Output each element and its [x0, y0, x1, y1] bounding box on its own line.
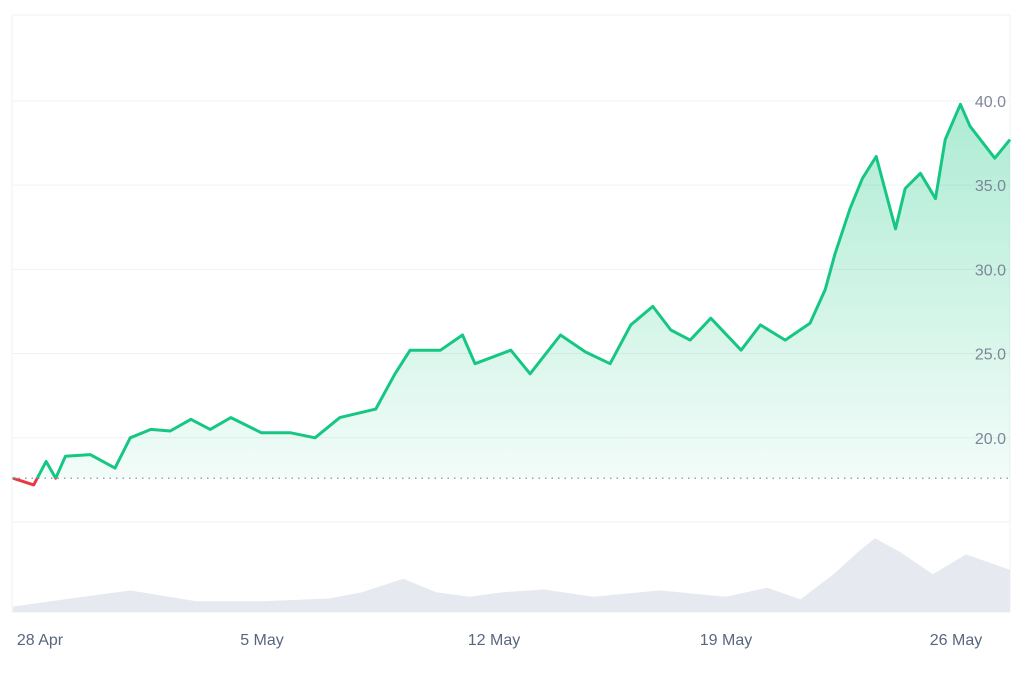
- price-line: [12, 102, 1012, 487]
- x-tick-label: 19 May: [700, 632, 752, 649]
- price-area-fill: [13, 104, 1010, 479]
- x-tick-label: 5 May: [240, 632, 284, 649]
- x-tick-label: 26 May: [930, 632, 982, 649]
- volume-area: [13, 538, 1010, 612]
- x-tick-label: 28 Apr: [17, 632, 64, 649]
- x-tick-label: 12 May: [468, 632, 520, 649]
- y-tick-label: 40.0: [975, 94, 1006, 111]
- price-line-up: [12, 102, 1012, 479]
- y-axis-labels: 20.0 25.0 30.0 35.0 40.0: [975, 94, 1006, 448]
- y-tick-label: 30.0: [975, 262, 1006, 279]
- y-tick-label: 20.0: [975, 431, 1006, 448]
- volume-area-shape: [13, 538, 1010, 612]
- y-tick-label: 35.0: [975, 178, 1006, 195]
- y-tick-label: 25.0: [975, 347, 1006, 364]
- x-axis-labels: 28 Apr 5 May 12 May 19 May 26 May: [17, 632, 982, 649]
- price-area-shape: [13, 104, 1010, 479]
